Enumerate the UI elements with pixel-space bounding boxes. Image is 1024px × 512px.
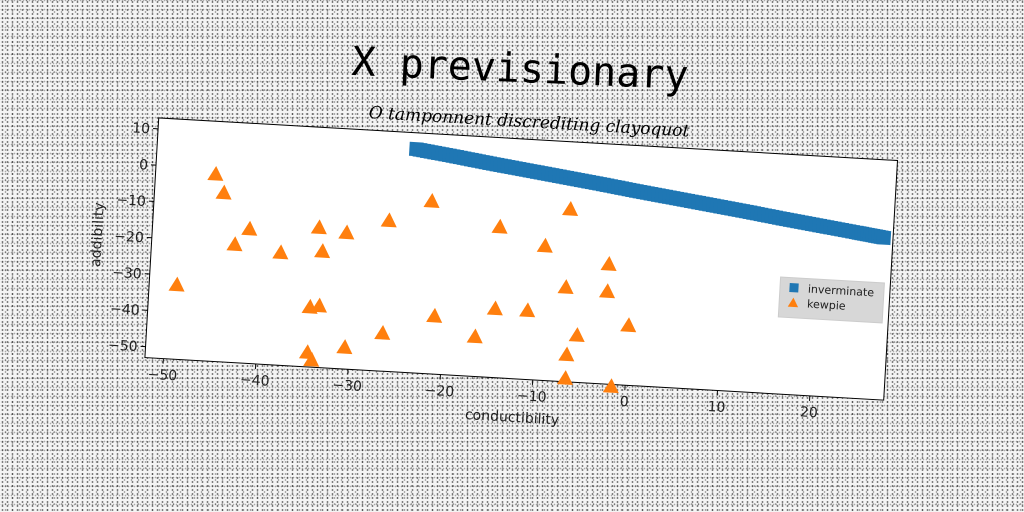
y-tick-label: −30 — [112, 265, 142, 283]
plot-area — [144, 117, 899, 401]
data-point — [426, 307, 443, 323]
data-point — [466, 328, 483, 344]
data-point — [314, 243, 331, 259]
data-point — [215, 184, 232, 200]
data-point — [558, 346, 575, 362]
data-point — [272, 244, 289, 260]
y-axis-label: addibility — [88, 202, 108, 267]
chart-title: X previsionary — [351, 39, 690, 99]
x-tick-label: 20 — [799, 404, 818, 421]
data-point — [557, 279, 574, 295]
x-tick-label: −10 — [517, 388, 547, 406]
y-tick-label: −40 — [110, 301, 140, 319]
data-point — [876, 230, 892, 246]
x-axis-ticks: −50 −40 −30 −20 −10 0 10 20 — [147, 358, 818, 421]
series-inverminate — [408, 141, 892, 246]
data-point — [556, 370, 573, 386]
data-point — [310, 219, 327, 235]
x-tick-label: −50 — [147, 367, 177, 385]
data-point — [568, 327, 585, 342]
data-point — [374, 324, 391, 340]
legend-marker — [789, 283, 799, 293]
x-axis-label: conductibility — [465, 407, 560, 428]
data-point — [338, 224, 355, 240]
data-point — [301, 298, 318, 314]
data-point — [598, 283, 616, 299]
legend-label: kewpie — [807, 298, 846, 313]
data-point — [486, 300, 503, 316]
x-tick-label: −20 — [424, 383, 454, 401]
x-tick-label: 10 — [707, 399, 726, 416]
plot-group: O tamponnent discrediting clayoquot −50−… — [88, 103, 899, 428]
data-point — [423, 193, 440, 208]
series-kewpie — [168, 165, 637, 394]
y-axis-ticks: 10 0 −10 −20 −30 −40 −50 — [108, 120, 159, 355]
legend-box — [777, 276, 885, 324]
data-point — [226, 236, 243, 252]
data-point — [207, 165, 224, 181]
data-point — [536, 237, 553, 253]
data-point — [602, 378, 619, 394]
data-point — [519, 302, 536, 318]
y-tick-label: 0 — [139, 157, 149, 173]
x-tick-label: −30 — [332, 377, 362, 395]
data-marks — [168, 141, 892, 394]
legend-marker — [787, 297, 799, 308]
data-point — [491, 218, 508, 234]
x-tick-label: 0 — [619, 394, 629, 410]
data-point — [336, 339, 353, 355]
data-point — [241, 220, 258, 236]
data-point — [562, 201, 579, 216]
y-tick-label: −20 — [114, 229, 144, 247]
data-point — [380, 212, 397, 228]
data-point — [298, 344, 316, 360]
y-tick-label: 10 — [132, 120, 151, 137]
y-tick-label: −10 — [116, 192, 146, 210]
data-point — [168, 276, 185, 292]
legend-label: inverminate — [808, 283, 875, 300]
data-point — [620, 317, 637, 333]
data-point — [303, 351, 320, 367]
x-tick-label: −40 — [240, 372, 270, 390]
y-tick-label: −50 — [108, 337, 138, 355]
data-point — [600, 256, 617, 271]
